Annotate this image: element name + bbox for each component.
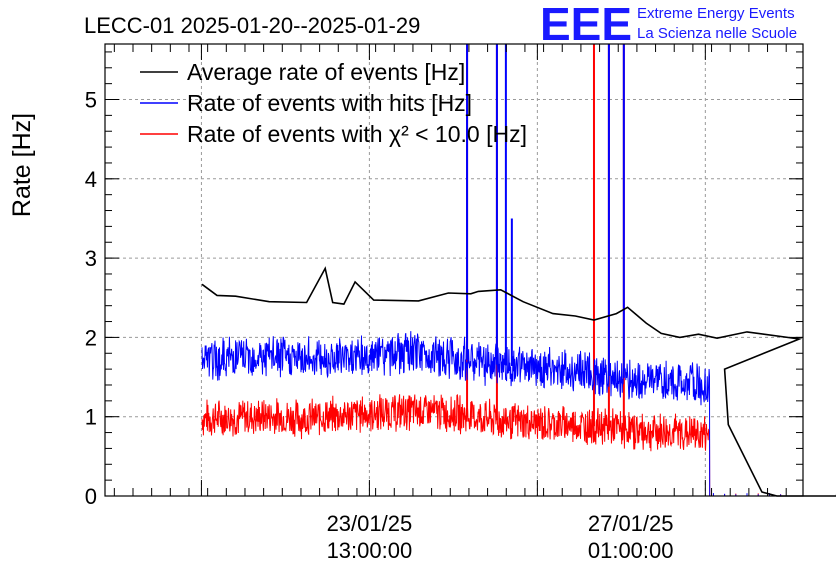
series-line-average <box>201 266 836 497</box>
x-tick-label-time: 01:00:00 <box>588 538 674 563</box>
plot-frame <box>104 43 804 497</box>
series-line-chi2 <box>201 394 792 497</box>
eee-logo-mark: EEE <box>540 0 632 50</box>
legend-label-average: Average rate of events [Hz] <box>187 59 465 85</box>
y-axis-label: Rate [Hz] <box>8 113 36 217</box>
x-tick-label-time: 13:00:00 <box>327 538 413 563</box>
series-line-hits <box>201 331 792 497</box>
y-tick-label: 1 <box>85 405 97 430</box>
y-tick-label: 2 <box>85 325 97 350</box>
y-tick-label: 5 <box>85 88 97 113</box>
x-tick-label-date: 27/01/25 <box>588 511 674 536</box>
y-tick-label: 0 <box>85 484 97 509</box>
chart-title: LECC-01 2025-01-20--2025-01-29 <box>84 13 420 38</box>
y-tick-label: 3 <box>85 246 97 271</box>
eee-logo-line2: La Scienza nelle Scuole <box>637 25 797 42</box>
legend-label-chi2: Rate of events with χ² < 10.0 [Hz] <box>187 121 527 147</box>
series-layer <box>201 44 836 497</box>
y-tick-label: 4 <box>85 167 97 192</box>
legend: Average rate of events [Hz] Rate of even… <box>140 59 527 147</box>
x-tick-label-date: 23/01/25 <box>327 511 413 536</box>
eee-logo: EEE Extreme Energy Events La Scienza nel… <box>540 0 797 50</box>
legend-label-hits: Rate of events with hits [Hz] <box>187 90 472 116</box>
axis-ticks <box>105 44 803 497</box>
eee-logo-line1: Extreme Energy Events <box>637 5 795 22</box>
